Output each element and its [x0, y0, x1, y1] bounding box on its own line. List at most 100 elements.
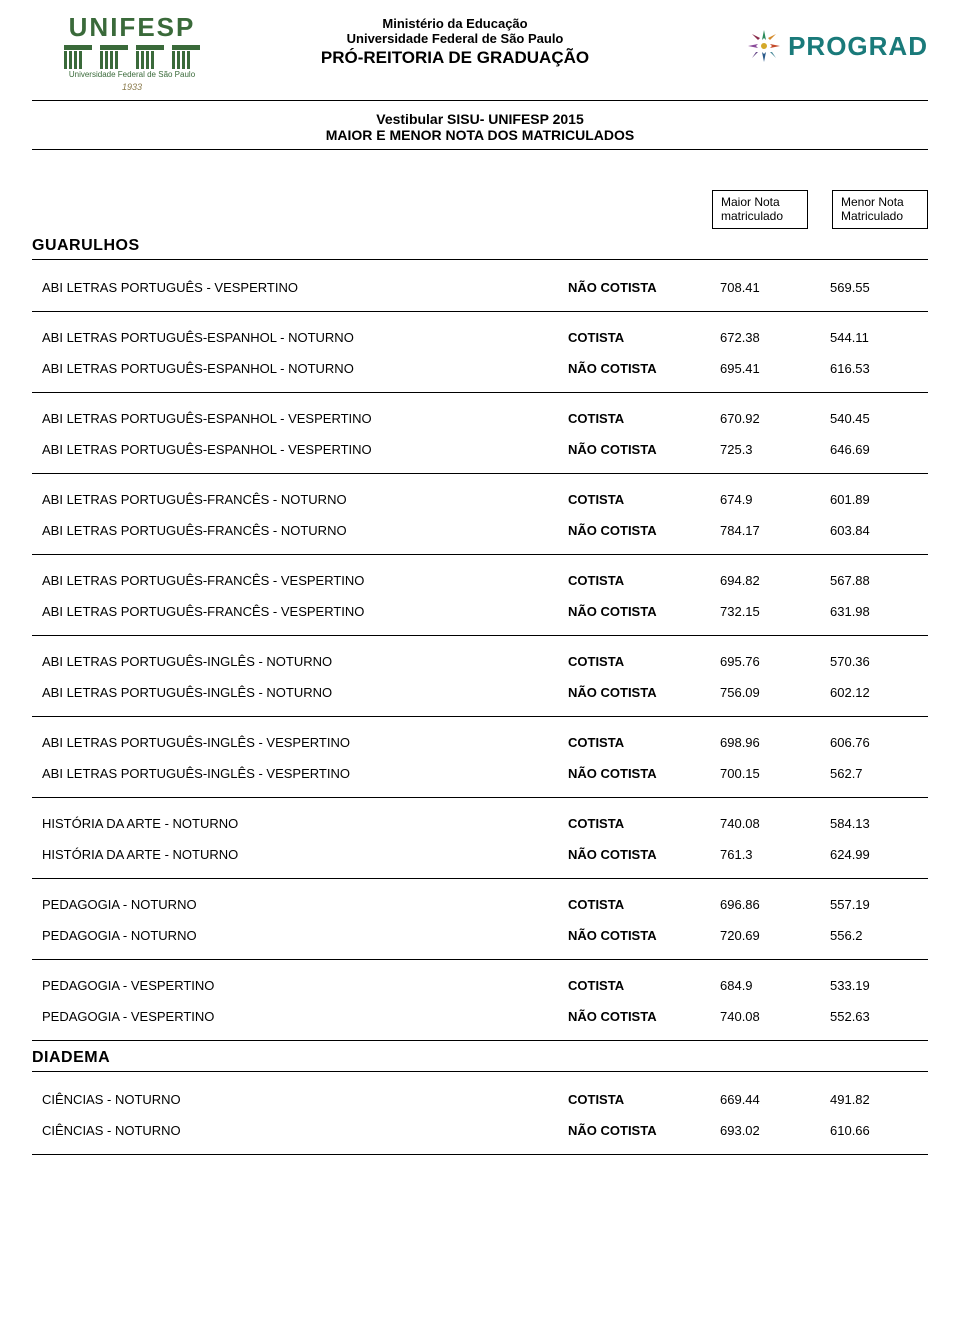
menor-nota: 544.11	[818, 330, 928, 345]
menor-nota: 603.84	[818, 523, 928, 538]
table-row: ABI LETRAS PORTUGUÊS - VESPERTINONÃO COT…	[32, 272, 928, 303]
menor-nota: 557.19	[818, 897, 928, 912]
course-name: ABI LETRAS PORTUGUÊS-ESPANHOL - VESPERTI…	[42, 442, 568, 457]
maior-nota: 693.02	[708, 1123, 818, 1138]
menor-nota: 556.2	[818, 928, 928, 943]
prograd-logo: PROGRAD	[678, 12, 928, 64]
quota-type: NÃO COTISTA	[568, 928, 708, 943]
quota-type: COTISTA	[568, 1092, 708, 1107]
menor-nota: 601.89	[818, 492, 928, 507]
course-name: ABI LETRAS PORTUGUÊS-INGLÊS - VESPERTINO	[42, 735, 568, 750]
maior-nota: 708.41	[708, 280, 818, 295]
course-name: ABI LETRAS PORTUGUÊS-ESPANHOL - NOTURNO	[42, 330, 568, 345]
menor-nota: 616.53	[818, 361, 928, 376]
table-row: CIÊNCIAS - NOTURNONÃO COTISTA693.02610.6…	[32, 1115, 928, 1146]
table-row: ABI LETRAS PORTUGUÊS-INGLÊS - VESPERTINO…	[32, 727, 928, 758]
table-row: ABI LETRAS PORTUGUÊS-ESPANHOL - NOTURNON…	[32, 353, 928, 384]
menor-nota: 562.7	[818, 766, 928, 781]
campus-title: GUARULHOS	[32, 237, 928, 260]
quota-type: NÃO COTISTA	[568, 1009, 708, 1024]
maior-nota: 670.92	[708, 411, 818, 426]
maior-nota: 720.69	[708, 928, 818, 943]
course-group: PEDAGOGIA - VESPERTINOCOTISTA684.9533.19…	[32, 960, 928, 1041]
course-group: ABI LETRAS PORTUGUÊS-FRANCÊS - NOTURNOCO…	[32, 474, 928, 555]
course-name: ABI LETRAS PORTUGUÊS-ESPANHOL - VESPERTI…	[42, 411, 568, 426]
course-name: CIÊNCIAS - NOTURNO	[42, 1092, 568, 1107]
course-name: CIÊNCIAS - NOTURNO	[42, 1123, 568, 1138]
ministry-text: Ministério da Educação	[232, 16, 678, 31]
course-name: ABI LETRAS PORTUGUÊS-INGLÊS - VESPERTINO	[42, 766, 568, 781]
maior-nota: 684.9	[708, 978, 818, 993]
maior-nota: 732.15	[708, 604, 818, 619]
campus-title: DIADEMA	[32, 1049, 928, 1072]
course-name: ABI LETRAS PORTUGUÊS-FRANCÊS - VESPERTIN…	[42, 573, 568, 588]
quota-type: COTISTA	[568, 330, 708, 345]
course-name: PEDAGOGIA - VESPERTINO	[42, 978, 568, 993]
maior-nota: 695.76	[708, 654, 818, 669]
table-row: ABI LETRAS PORTUGUÊS-FRANCÊS - NOTURNOCO…	[32, 484, 928, 515]
course-name: ABI LETRAS PORTUGUÊS - VESPERTINO	[42, 280, 568, 295]
menor-nota: 567.88	[818, 573, 928, 588]
course-group: CIÊNCIAS - NOTURNOCOTISTA669.44491.82CIÊ…	[32, 1074, 928, 1155]
table-row: ABI LETRAS PORTUGUÊS-INGLÊS - VESPERTINO…	[32, 758, 928, 789]
maior-nota: 740.08	[708, 1009, 818, 1024]
course-group: ABI LETRAS PORTUGUÊS-ESPANHOL - NOTURNOC…	[32, 312, 928, 393]
quota-type: COTISTA	[568, 978, 708, 993]
course-group: HISTÓRIA DA ARTE - NOTURNOCOTISTA740.085…	[32, 798, 928, 879]
document-header: UNIFESP Universidade Federal de São Paul…	[32, 12, 928, 101]
proreitoria-text: PRÓ-REITORIA DE GRADUAÇÃO	[232, 48, 678, 68]
maior-nota: 695.41	[708, 361, 818, 376]
course-group: ABI LETRAS PORTUGUÊS-INGLÊS - VESPERTINO…	[32, 717, 928, 798]
column-headers: Maior Nota matriculado Menor Nota Matric…	[32, 190, 928, 229]
table-row: ABI LETRAS PORTUGUÊS-FRANCÊS - NOTURNONÃ…	[32, 515, 928, 546]
course-group: PEDAGOGIA - NOTURNOCOTISTA696.86557.19PE…	[32, 879, 928, 960]
table-row: PEDAGOGIA - VESPERTINONÃO COTISTA740.085…	[32, 1001, 928, 1032]
campus-block: GUARULHOS ABI LETRAS PORTUGUÊS - VESPERTI…	[32, 237, 928, 1041]
column-header-maior: Maior Nota matriculado	[712, 190, 808, 229]
subtitle-block: Vestibular SISU- UNIFESP 2015 MAIOR E ME…	[32, 101, 928, 150]
course-name: ABI LETRAS PORTUGUÊS-INGLÊS - NOTURNO	[42, 685, 568, 700]
content-area: GUARULHOS ABI LETRAS PORTUGUÊS - VESPERTI…	[32, 237, 928, 1155]
unifesp-logo: UNIFESP Universidade Federal de São Paul…	[32, 12, 232, 92]
header-center: Ministério da Educação Universidade Fede…	[232, 12, 678, 68]
quota-type: NÃO COTISTA	[568, 847, 708, 862]
menor-nota: 646.69	[818, 442, 928, 457]
course-name: HISTÓRIA DA ARTE - NOTURNO	[42, 847, 568, 862]
menor-nota: 584.13	[818, 816, 928, 831]
quota-type: NÃO COTISTA	[568, 604, 708, 619]
unifesp-year: 1933	[122, 82, 142, 92]
menor-nota: 552.63	[818, 1009, 928, 1024]
maior-nota: 694.82	[708, 573, 818, 588]
menor-nota: 540.45	[818, 411, 928, 426]
course-name: PEDAGOGIA - NOTURNO	[42, 897, 568, 912]
table-row: ABI LETRAS PORTUGUÊS-FRANCÊS - VESPERTIN…	[32, 565, 928, 596]
table-row: ABI LETRAS PORTUGUÊS-ESPANHOL - NOTURNOC…	[32, 322, 928, 353]
quota-type: NÃO COTISTA	[568, 280, 708, 295]
campus-block: DIADEMACIÊNCIAS - NOTURNOCOTISTA669.4449…	[32, 1049, 928, 1155]
university-text: Universidade Federal de São Paulo	[232, 31, 678, 46]
table-row: ABI LETRAS PORTUGUÊS-ESPANHOL - VESPERTI…	[32, 434, 928, 465]
quota-type: COTISTA	[568, 816, 708, 831]
course-group: ABI LETRAS PORTUGUÊS - VESPERTINONÃO COT…	[32, 262, 928, 312]
table-row: HISTÓRIA DA ARTE - NOTURNOCOTISTA740.085…	[32, 808, 928, 839]
column-header-menor: Menor Nota Matriculado	[832, 190, 928, 229]
course-name: ABI LETRAS PORTUGUÊS-INGLÊS - NOTURNO	[42, 654, 568, 669]
maior-nota: 740.08	[708, 816, 818, 831]
course-name: HISTÓRIA DA ARTE - NOTURNO	[42, 816, 568, 831]
maior-nota: 696.86	[708, 897, 818, 912]
table-row: PEDAGOGIA - NOTURNOCOTISTA696.86557.19	[32, 889, 928, 920]
course-group: ABI LETRAS PORTUGUÊS-FRANCÊS - VESPERTIN…	[32, 555, 928, 636]
maior-nota: 784.17	[708, 523, 818, 538]
table-row: ABI LETRAS PORTUGUÊS-FRANCÊS - VESPERTIN…	[32, 596, 928, 627]
maior-nota: 669.44	[708, 1092, 818, 1107]
quota-type: COTISTA	[568, 654, 708, 669]
table-row: ABI LETRAS PORTUGUÊS-INGLÊS - NOTURNONÃO…	[32, 677, 928, 708]
maior-nota: 700.15	[708, 766, 818, 781]
quota-type: NÃO COTISTA	[568, 523, 708, 538]
maior-nota: 672.38	[708, 330, 818, 345]
quota-type: COTISTA	[568, 411, 708, 426]
unifesp-building-icon	[64, 45, 200, 69]
table-row: ABI LETRAS PORTUGUÊS-ESPANHOL - VESPERTI…	[32, 403, 928, 434]
table-row: PEDAGOGIA - VESPERTINOCOTISTA684.9533.19	[32, 970, 928, 1001]
menor-nota: 533.19	[818, 978, 928, 993]
